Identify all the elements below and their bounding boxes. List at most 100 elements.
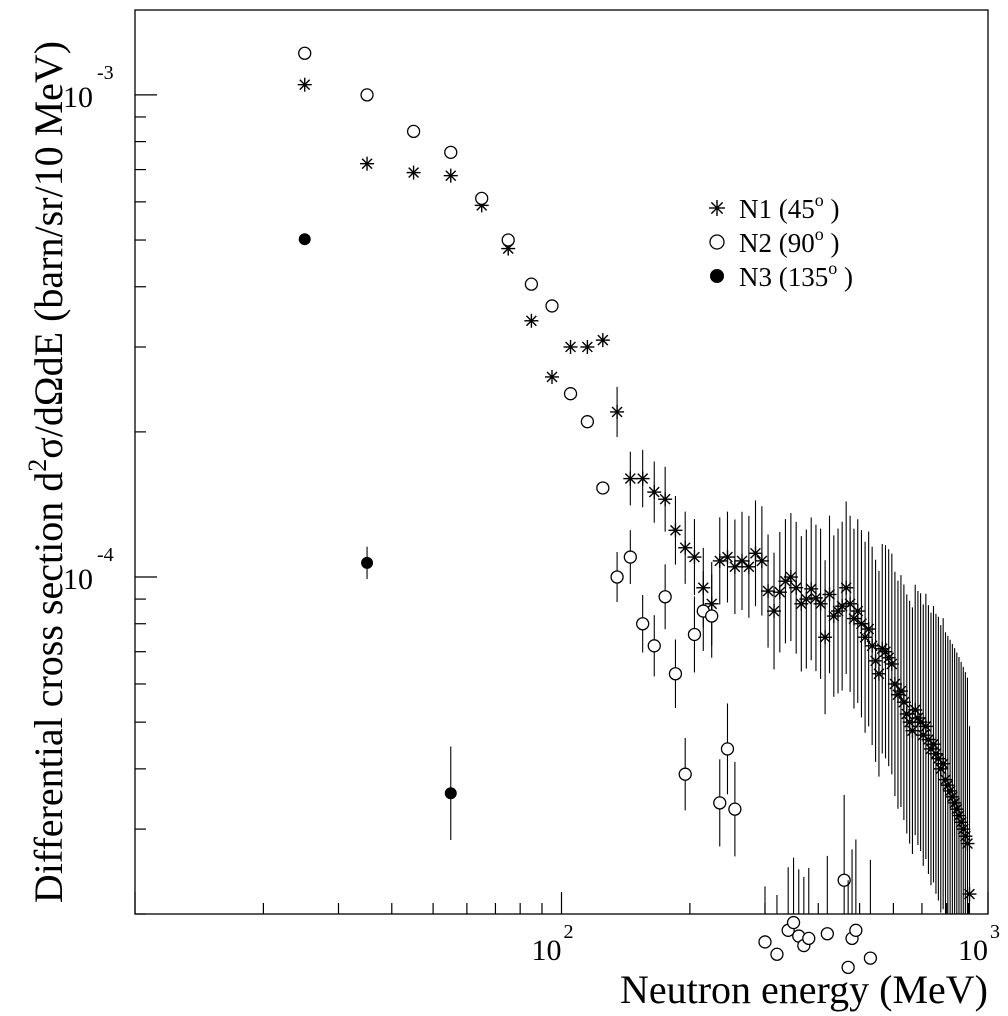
data-point bbox=[884, 657, 899, 672]
data-point bbox=[596, 481, 610, 495]
data-point bbox=[822, 587, 837, 602]
data-point bbox=[863, 951, 878, 965]
series-n3-135deg bbox=[298, 233, 457, 840]
y-tick-label: 10 bbox=[63, 563, 93, 596]
data-point bbox=[545, 299, 559, 313]
data-point bbox=[712, 553, 727, 568]
series-layer bbox=[297, 46, 977, 975]
data-point bbox=[758, 935, 772, 949]
legend-item: N2 (90o ) bbox=[709, 224, 840, 258]
data-point bbox=[820, 927, 834, 941]
data-point bbox=[647, 485, 662, 500]
data-point bbox=[610, 570, 624, 584]
data-point bbox=[580, 339, 595, 354]
data-point bbox=[658, 492, 673, 507]
x-tick-exponent: 3 bbox=[990, 921, 1000, 943]
data-point bbox=[678, 767, 692, 781]
y-axis-label: Differential cross section d2σ/dΩdE (bar… bbox=[23, 41, 71, 903]
data-point bbox=[647, 639, 661, 653]
series-n1-45deg bbox=[297, 77, 977, 914]
legend-item: N1 (45o ) bbox=[709, 190, 840, 224]
data-point bbox=[636, 617, 650, 631]
data-point bbox=[443, 168, 458, 183]
data-point bbox=[783, 570, 798, 585]
data-point bbox=[444, 787, 457, 800]
data-point bbox=[772, 585, 787, 600]
data-point bbox=[754, 553, 769, 568]
y-tick-exponent: -3 bbox=[97, 62, 114, 84]
legend-marker-asterisk bbox=[709, 200, 725, 216]
x-tick-exponent: 2 bbox=[564, 921, 574, 943]
x-tick-label: 10 bbox=[532, 934, 562, 967]
data-point bbox=[297, 77, 312, 92]
data-point bbox=[770, 947, 784, 961]
x-axis-label: Neutron energy (MeV) bbox=[620, 967, 988, 1012]
data-point bbox=[748, 546, 763, 561]
data-point bbox=[361, 556, 374, 569]
data-point bbox=[687, 550, 702, 565]
data-point bbox=[360, 88, 374, 102]
series-n2-90deg bbox=[298, 46, 878, 975]
data-point bbox=[720, 550, 735, 565]
data-point bbox=[741, 559, 756, 574]
data-point bbox=[406, 124, 421, 139]
data-point bbox=[960, 836, 975, 851]
data-point bbox=[678, 540, 693, 555]
data-point bbox=[444, 145, 458, 160]
data-point bbox=[728, 802, 742, 816]
data-point bbox=[544, 369, 559, 384]
legend-marker-open-circle bbox=[709, 234, 725, 250]
data-point bbox=[713, 796, 727, 810]
data-point bbox=[360, 156, 375, 171]
data-point bbox=[658, 590, 672, 604]
data-point bbox=[705, 609, 719, 623]
data-point bbox=[475, 191, 489, 206]
data-point bbox=[865, 638, 880, 653]
data-point bbox=[887, 676, 902, 691]
data-point bbox=[635, 471, 650, 486]
legend: N1 (45o )N2 (90o )N3 (135o ) bbox=[709, 190, 853, 292]
data-point bbox=[563, 339, 578, 354]
data-point bbox=[298, 46, 312, 60]
data-point bbox=[837, 873, 851, 887]
data-point bbox=[841, 960, 855, 975]
legend-label: N1 (45o ) bbox=[739, 190, 840, 224]
data-point bbox=[298, 233, 311, 246]
data-point bbox=[761, 584, 776, 599]
data-point bbox=[850, 604, 865, 619]
data-point bbox=[893, 684, 908, 699]
y-tick-exponent: -4 bbox=[97, 544, 114, 566]
data-point bbox=[938, 772, 953, 787]
plot-border bbox=[134, 9, 989, 915]
data-point bbox=[871, 666, 886, 681]
data-point bbox=[786, 915, 801, 930]
data-point bbox=[610, 404, 625, 419]
y-tick-label: 10 bbox=[63, 81, 93, 114]
data-point bbox=[962, 887, 977, 902]
data-point bbox=[668, 667, 683, 681]
axis-labels: Neutron energy (MeV) Differential cross s… bbox=[23, 41, 988, 1012]
y-axis-ticks: 10-410-3 bbox=[63, 62, 157, 915]
data-point bbox=[623, 471, 638, 486]
data-point bbox=[595, 333, 610, 348]
legend-label: N2 (90o ) bbox=[739, 224, 840, 258]
data-point bbox=[839, 580, 854, 595]
data-point bbox=[501, 233, 515, 247]
data-point bbox=[913, 715, 928, 730]
data-point bbox=[727, 559, 742, 574]
data-point bbox=[720, 742, 735, 756]
data-point bbox=[406, 165, 421, 180]
data-point bbox=[687, 627, 702, 642]
data-point bbox=[580, 415, 595, 429]
data-point bbox=[896, 695, 911, 710]
data-point bbox=[563, 387, 578, 401]
x-tick-label: 10 bbox=[958, 934, 988, 967]
data-point bbox=[813, 596, 828, 611]
data-point bbox=[802, 931, 816, 946]
legend-marker-filled-circle bbox=[710, 269, 724, 283]
legend-item: N3 (135o ) bbox=[710, 258, 853, 292]
data-point bbox=[808, 590, 823, 605]
data-point bbox=[861, 622, 876, 637]
